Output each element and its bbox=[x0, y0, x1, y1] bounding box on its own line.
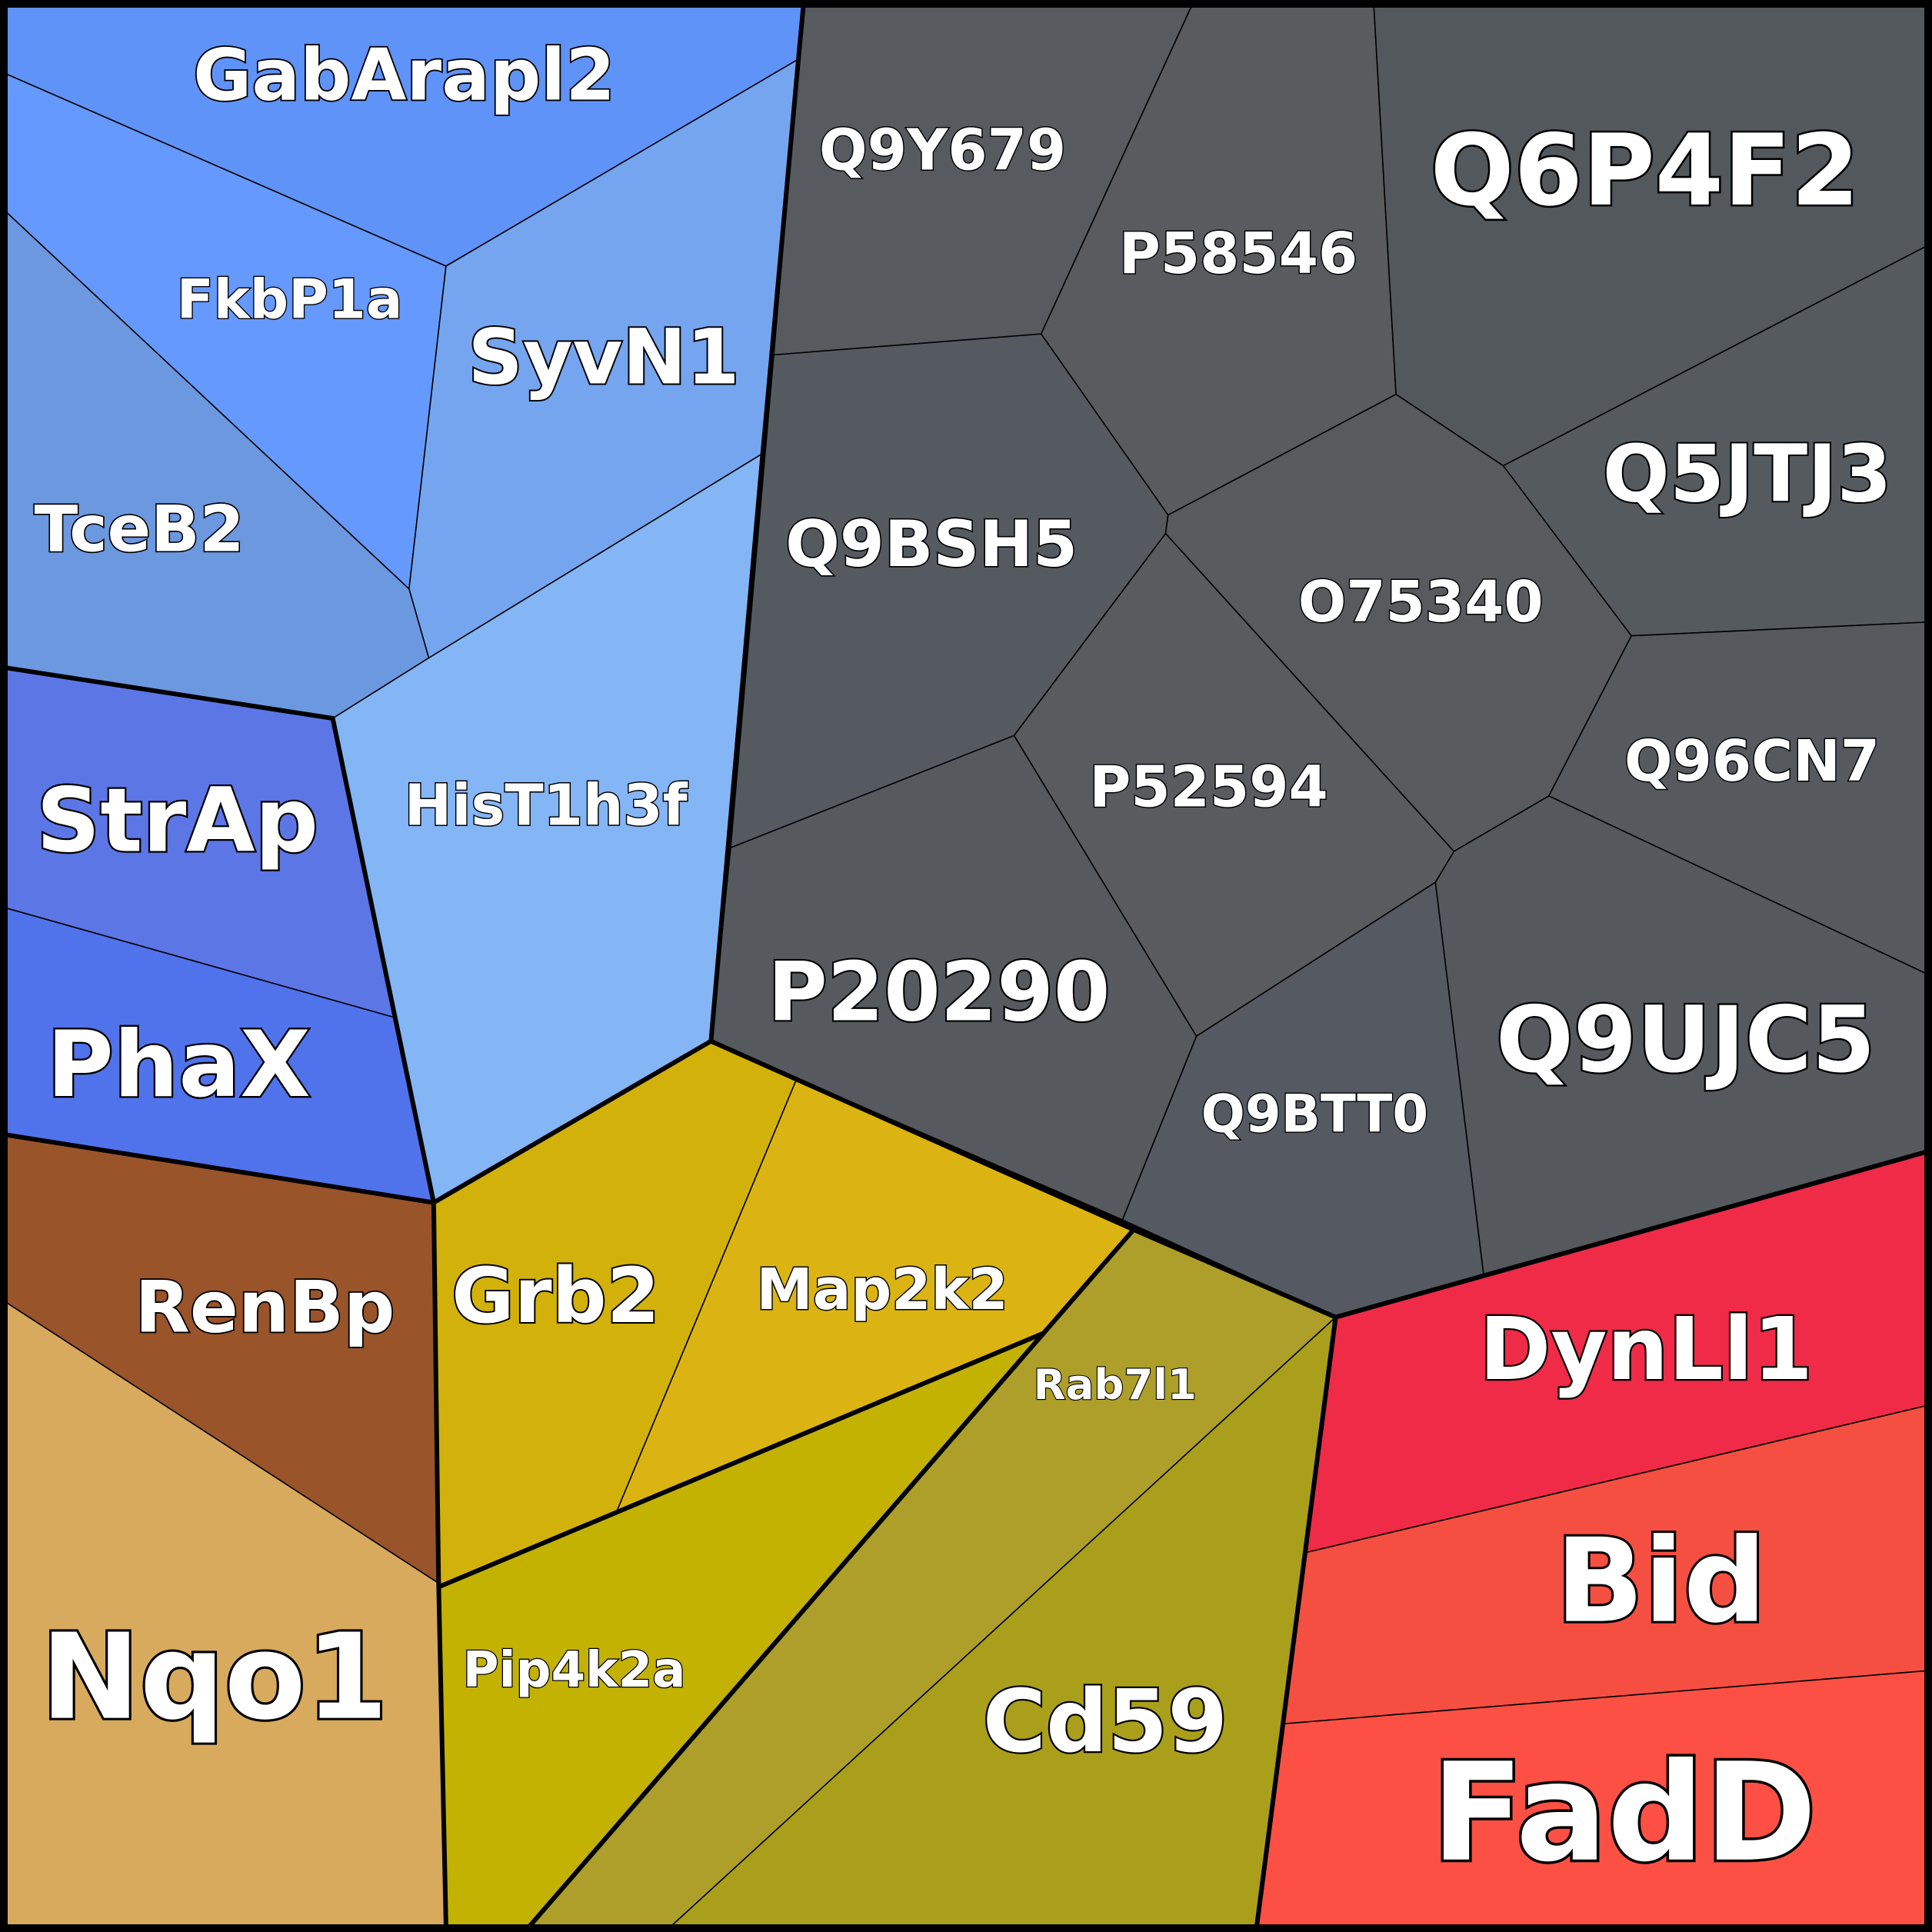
cell-label-syvn1: SyvN1 bbox=[468, 313, 739, 401]
cell-label-fkbp1a: FkbP1a bbox=[177, 268, 403, 331]
cell-label-p52594: P52594 bbox=[1089, 755, 1327, 821]
group-border-5 bbox=[1041, 1227, 1136, 1335]
cell-label-gabarapl2: GabArapl2 bbox=[193, 33, 615, 116]
cell-label-p58546: P58546 bbox=[1119, 222, 1357, 287]
cell-label-q9bsh5: Q9BSH5 bbox=[785, 507, 1078, 581]
group-border-3 bbox=[1334, 1150, 1927, 1320]
cell-label-p20290: P20290 bbox=[768, 944, 1110, 1039]
cell-label-pip4k2a: Pip4k2a bbox=[463, 1642, 686, 1699]
cells-layer bbox=[5, 5, 1927, 1927]
group-borders-layer bbox=[5, 5, 1927, 1927]
cell-label-bid: Bid bbox=[1555, 1514, 1766, 1649]
cell-label-q5jtj3: Q5JTJ3 bbox=[1603, 429, 1892, 521]
labels-layer: GabArapl2 FkbP1a SyvN1 TceB2 HisT1h3f StrAp Ph… bbox=[33, 32, 1894, 1895]
cell-label-q9y679: Q9Y679 bbox=[819, 118, 1066, 183]
cell-label-tceb2: TceB2 bbox=[34, 492, 244, 567]
cell-label-cd59: Cd59 bbox=[983, 1672, 1228, 1772]
cell-label-strap: StrAp bbox=[36, 770, 318, 873]
cell-label-hist1h3f: HisT1h3f bbox=[405, 774, 688, 839]
cell-label-q9btt0: Q9BTT0 bbox=[1201, 1084, 1429, 1144]
cell-label-map2k2: Map2k2 bbox=[756, 1257, 1008, 1323]
cell-label-grb2: Grb2 bbox=[451, 1252, 660, 1341]
cell-label-q9ujc5: Q9UJC5 bbox=[1496, 987, 1875, 1093]
cell-label-phax: PhaX bbox=[47, 1011, 311, 1118]
cell-label-fadd: FadD bbox=[1431, 1734, 1817, 1892]
cell-label-dynll1: DynLl1 bbox=[1479, 1300, 1813, 1400]
cell-label-renbp: RenBp bbox=[135, 1266, 395, 1349]
cell-label-q96cn7: Q96CN7 bbox=[1624, 729, 1880, 794]
cell-label-q6p4f2: Q6P4F2 bbox=[1431, 114, 1860, 228]
cell-label-nqo1: Nqo1 bbox=[41, 1609, 388, 1747]
cell-label-rab7l1: Rab7l1 bbox=[1034, 1360, 1197, 1409]
cell-label-o75340: O75340 bbox=[1298, 570, 1544, 635]
group-border-2 bbox=[710, 1038, 1338, 1927]
group-border-1 bbox=[5, 1132, 448, 1927]
